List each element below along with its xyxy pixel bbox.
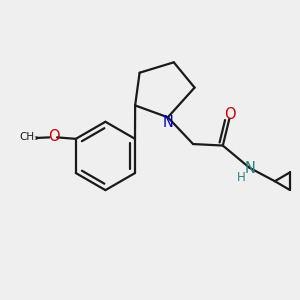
Text: O: O bbox=[48, 129, 59, 144]
Text: O: O bbox=[224, 107, 236, 122]
Text: CH₃: CH₃ bbox=[20, 132, 39, 142]
Text: H: H bbox=[237, 171, 246, 184]
Text: N: N bbox=[245, 161, 256, 176]
Text: N: N bbox=[162, 115, 173, 130]
